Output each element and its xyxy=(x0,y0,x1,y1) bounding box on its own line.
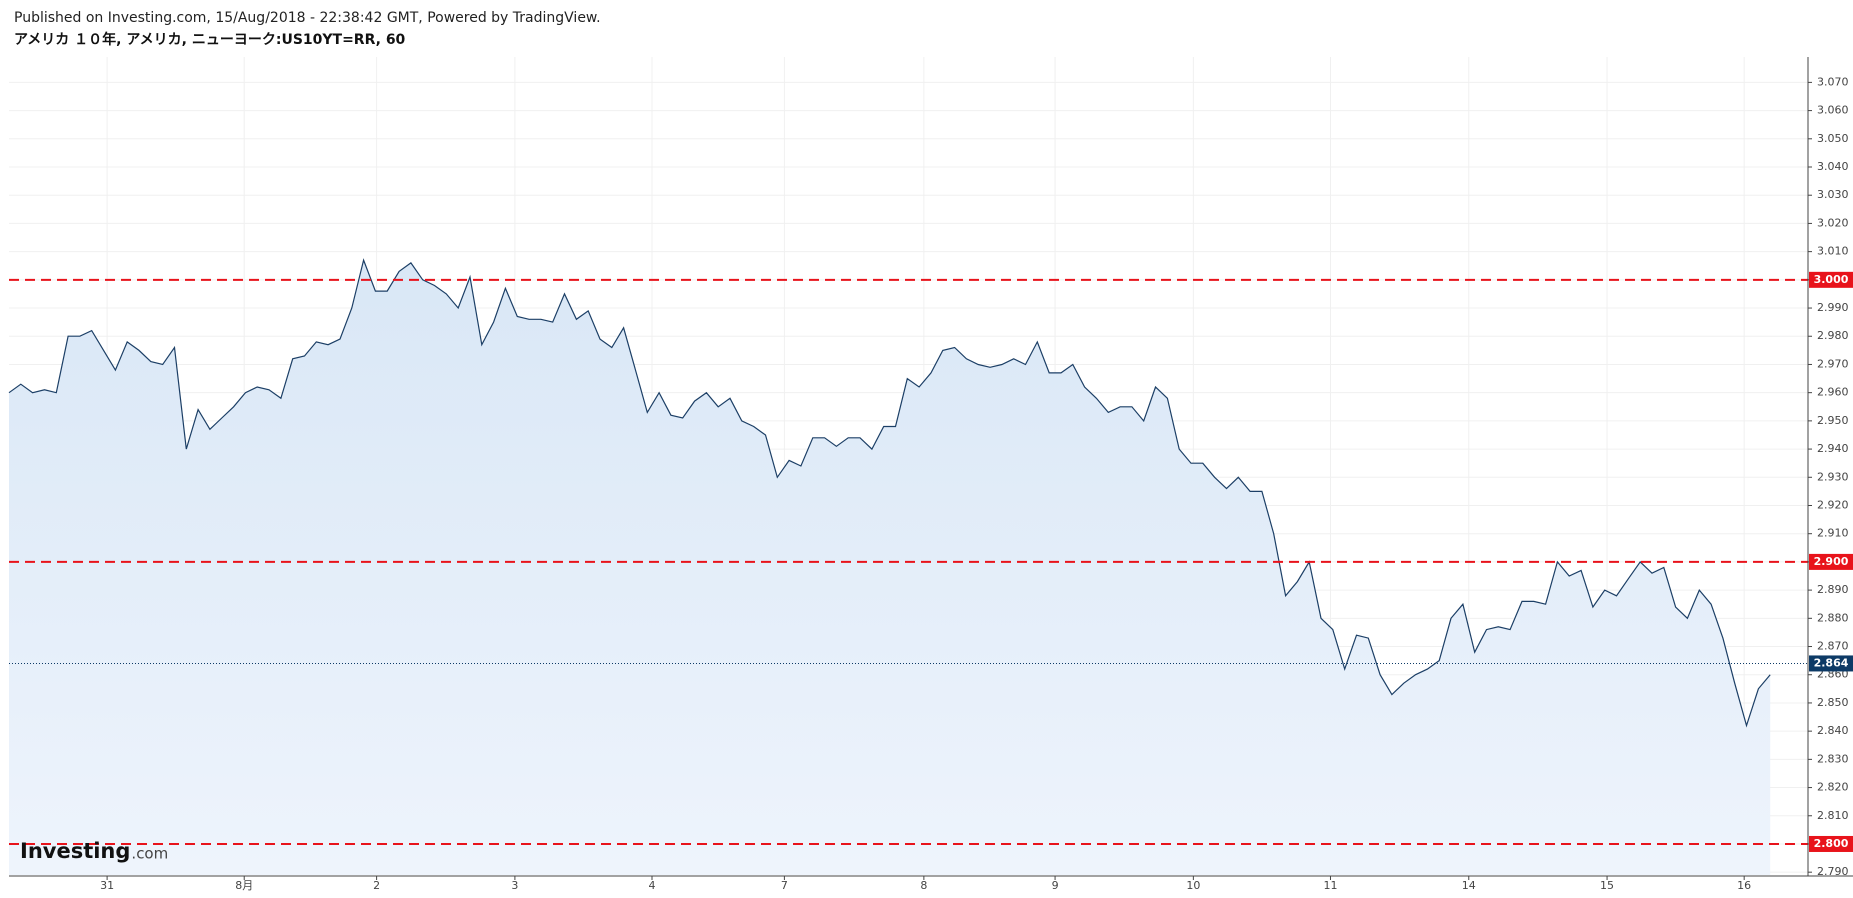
y-tick-label: 3.010 xyxy=(1817,245,1849,258)
chart-title: Published on Investing.com, 15/Aug/2018 … xyxy=(14,10,601,26)
y-tick-label: 2.990 xyxy=(1817,301,1849,314)
x-tick-label: 10 xyxy=(1186,879,1200,892)
y-tick-label: 2.820 xyxy=(1817,781,1849,794)
y-tick-label: 2.960 xyxy=(1817,386,1849,399)
x-tick-label: 11 xyxy=(1323,879,1337,892)
y-tick-label: 2.790 xyxy=(1817,865,1849,878)
y-tick-label: 2.830 xyxy=(1817,752,1849,765)
level-label-box xyxy=(1809,553,1853,570)
x-tick-label: 8月 xyxy=(235,879,253,892)
x-tick-label: 8 xyxy=(920,879,927,892)
watermark-suffix: .com xyxy=(131,845,168,863)
last-price-label: 2.864 xyxy=(1814,656,1849,669)
area xyxy=(9,260,1771,876)
x-tick-label: 15 xyxy=(1600,879,1614,892)
y-tick-label: 2.950 xyxy=(1817,414,1849,427)
level-label: 3.000 xyxy=(1814,273,1849,286)
y-tick-label: 2.930 xyxy=(1817,470,1849,483)
x-tick-label: 4 xyxy=(649,879,656,892)
level-label: 2.800 xyxy=(1814,837,1849,850)
level-label-box xyxy=(1809,835,1853,852)
y-tick-label: 2.890 xyxy=(1817,583,1849,596)
overlay: 3.000 2.900 2.800 2.864 xyxy=(9,271,1853,852)
y-tick-label: 2.810 xyxy=(1817,809,1849,822)
level-label-box xyxy=(1809,271,1853,288)
y-tick-label: 2.850 xyxy=(1817,696,1849,709)
y-tick-label: 2.940 xyxy=(1817,442,1849,455)
x-tick-label: 3 xyxy=(511,879,518,892)
x-tick-label: 14 xyxy=(1462,879,1476,892)
y-tick-label: 3.070 xyxy=(1817,75,1849,88)
plot xyxy=(8,258,1771,876)
line xyxy=(8,258,1771,728)
x-tick-label: 7 xyxy=(781,879,788,892)
y-tick-label: 2.920 xyxy=(1817,498,1849,511)
y-tick-label: 2.970 xyxy=(1817,357,1849,370)
y-tick-label: 2.980 xyxy=(1817,329,1849,342)
x-tick-label: 16 xyxy=(1737,879,1751,892)
x-tick-label: 2 xyxy=(373,879,380,892)
y-tick-label: 3.030 xyxy=(1817,188,1849,201)
y-tick-label: 2.840 xyxy=(1817,724,1849,737)
chart-subtitle: アメリカ １０年, アメリカ, ニューヨーク:US10YT=RR, 60 xyxy=(14,31,406,48)
y-tick-label: 3.050 xyxy=(1817,132,1849,145)
y-tick-label: 2.880 xyxy=(1817,611,1849,624)
x-tick-label: 31 xyxy=(100,879,114,892)
y-tick-label: 3.060 xyxy=(1817,104,1849,117)
y-tick-label: 3.020 xyxy=(1817,216,1849,229)
x-tick-label: 9 xyxy=(1052,879,1059,892)
last-price-box xyxy=(1809,655,1853,672)
watermark-brand: Investing xyxy=(20,839,130,863)
y-tick-label: 2.910 xyxy=(1817,527,1849,540)
y-tick-label: 2.870 xyxy=(1817,640,1849,653)
y-tick-label: 3.040 xyxy=(1817,160,1849,173)
level-label: 2.900 xyxy=(1814,555,1849,568)
